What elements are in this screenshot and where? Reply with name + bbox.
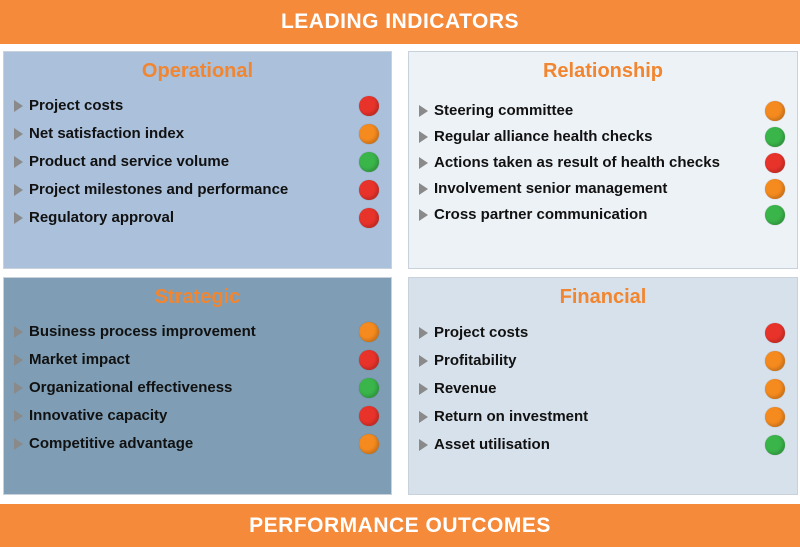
indicator-item: Steering committee — [417, 98, 785, 124]
indicator-list: Project costs Net satisfaction index Produ… — [12, 93, 379, 233]
indicator-label: Innovative capacity — [29, 407, 168, 424]
bullet-arrow-icon — [14, 100, 23, 112]
indicator-item: Business process improvement — [12, 319, 379, 347]
status-dot-orange-icon — [359, 434, 379, 454]
indicator-label: Net satisfaction index — [29, 125, 185, 142]
indicator-item: Profitability — [417, 348, 785, 376]
status-dot-green-icon — [765, 127, 785, 147]
indicator-item: Organizational effectiveness — [12, 375, 379, 403]
indicator-label: Actions taken as result of health checks — [434, 154, 720, 171]
indicator-item: Product and service volume — [12, 149, 379, 177]
indicator-list: Steering committee Regular alliance healt… — [417, 98, 785, 228]
bullet-arrow-icon — [14, 184, 23, 196]
status-dot-orange-icon — [765, 101, 785, 121]
status-dot-red-icon — [359, 96, 379, 116]
indicator-label: Profitability — [434, 352, 517, 369]
indicator-item: Competitive advantage — [12, 431, 379, 459]
operational-quadrant: Operational Project costs Net satisfactio… — [3, 51, 392, 269]
indicator-item: Actions taken as result of health checks — [417, 150, 785, 176]
indicator-item: Project milestones and performance — [12, 177, 379, 205]
indicator-label: Regular alliance health checks — [434, 128, 653, 145]
indicator-item: Cross partner communication — [417, 202, 785, 228]
status-dot-orange-icon — [765, 379, 785, 399]
status-dot-red-icon — [359, 208, 379, 228]
indicator-item: Net satisfaction index — [12, 121, 379, 149]
indicator-label: Revenue — [434, 380, 497, 397]
quadrant-title: Financial — [559, 286, 647, 308]
bullet-arrow-icon — [14, 326, 23, 338]
bullet-arrow-icon — [14, 212, 23, 224]
relationship-quadrant: Relationship Steering committee Regular a… — [408, 51, 798, 269]
bullet-arrow-icon — [419, 183, 428, 195]
status-dot-green-icon — [359, 152, 379, 172]
performance-outcomes-banner: PERFORMANCE OUTCOMES — [0, 504, 800, 547]
indicator-label: Return on investment — [434, 408, 589, 425]
status-dot-orange-icon — [765, 179, 785, 199]
status-dot-green-icon — [765, 205, 785, 225]
indicator-label: Asset utilisation — [434, 436, 550, 453]
bullet-arrow-icon — [14, 354, 23, 366]
bullet-arrow-icon — [14, 382, 23, 394]
bullet-arrow-icon — [419, 131, 428, 143]
status-dot-green-icon — [765, 435, 785, 455]
status-dot-orange-icon — [359, 124, 379, 144]
bullet-arrow-icon — [14, 438, 23, 450]
indicator-item: Revenue — [417, 376, 785, 404]
status-dot-orange-icon — [359, 322, 379, 342]
indicator-list: Project costs Profitability Revenue Return … — [417, 320, 785, 460]
status-dot-red-icon — [359, 350, 379, 370]
status-dot-red-icon — [359, 180, 379, 200]
bullet-arrow-icon — [419, 355, 428, 367]
indicator-label: Regulatory approval — [29, 209, 175, 226]
bullet-arrow-icon — [14, 128, 23, 140]
status-dot-green-icon — [359, 378, 379, 398]
quadrant-title: Operational — [141, 60, 254, 82]
indicator-label: Business process improvement — [29, 323, 256, 340]
indicator-item: Asset utilisation — [417, 432, 785, 460]
indicator-item: Project costs — [417, 320, 785, 348]
indicator-label: Involvement senior management — [434, 180, 668, 197]
bullet-arrow-icon — [419, 105, 428, 117]
quadrant-title: Relationship — [542, 60, 663, 82]
bullet-arrow-icon — [14, 156, 23, 168]
indicator-label: Market impact — [29, 351, 130, 368]
indicator-item: Regulatory approval — [12, 205, 379, 233]
bullet-arrow-icon — [14, 410, 23, 422]
bullet-arrow-icon — [419, 411, 428, 423]
indicator-list: Business process improvement Market impac… — [12, 319, 379, 459]
bullet-arrow-icon — [419, 439, 428, 451]
indicator-label: Competitive advantage — [29, 435, 194, 452]
indicator-label: Project milestones and performance — [29, 181, 289, 198]
strategic-quadrant: Strategic Business process improvement Ma… — [3, 277, 392, 495]
status-dot-orange-icon — [765, 407, 785, 427]
status-dot-red-icon — [359, 406, 379, 426]
indicator-label: Product and service volume — [29, 153, 230, 170]
indicator-item: Market impact — [12, 347, 379, 375]
status-dot-red-icon — [765, 153, 785, 173]
indicator-item: Regular alliance health checks — [417, 124, 785, 150]
status-dot-orange-icon — [765, 351, 785, 371]
indicator-item: Innovative capacity — [12, 403, 379, 431]
quadrant-title: Strategic — [154, 286, 241, 308]
leading-indicators-banner: LEADING INDICATORS — [0, 0, 800, 44]
bullet-arrow-icon — [419, 157, 428, 169]
status-dot-red-icon — [765, 323, 785, 343]
indicator-label: Project costs — [434, 324, 529, 341]
financial-quadrant: Financial Project costs Profitability Reve… — [408, 277, 798, 495]
bullet-arrow-icon — [419, 327, 428, 339]
indicator-item: Return on investment — [417, 404, 785, 432]
bullet-arrow-icon — [419, 209, 428, 221]
indicator-label: Cross partner communication — [434, 206, 648, 223]
indicator-label: Steering committee — [434, 102, 574, 119]
indicator-item: Involvement senior management — [417, 176, 785, 202]
indicator-label: Project costs — [29, 97, 124, 114]
indicator-label: Organizational effectiveness — [29, 379, 233, 396]
indicator-item: Project costs — [12, 93, 379, 121]
bullet-arrow-icon — [419, 383, 428, 395]
